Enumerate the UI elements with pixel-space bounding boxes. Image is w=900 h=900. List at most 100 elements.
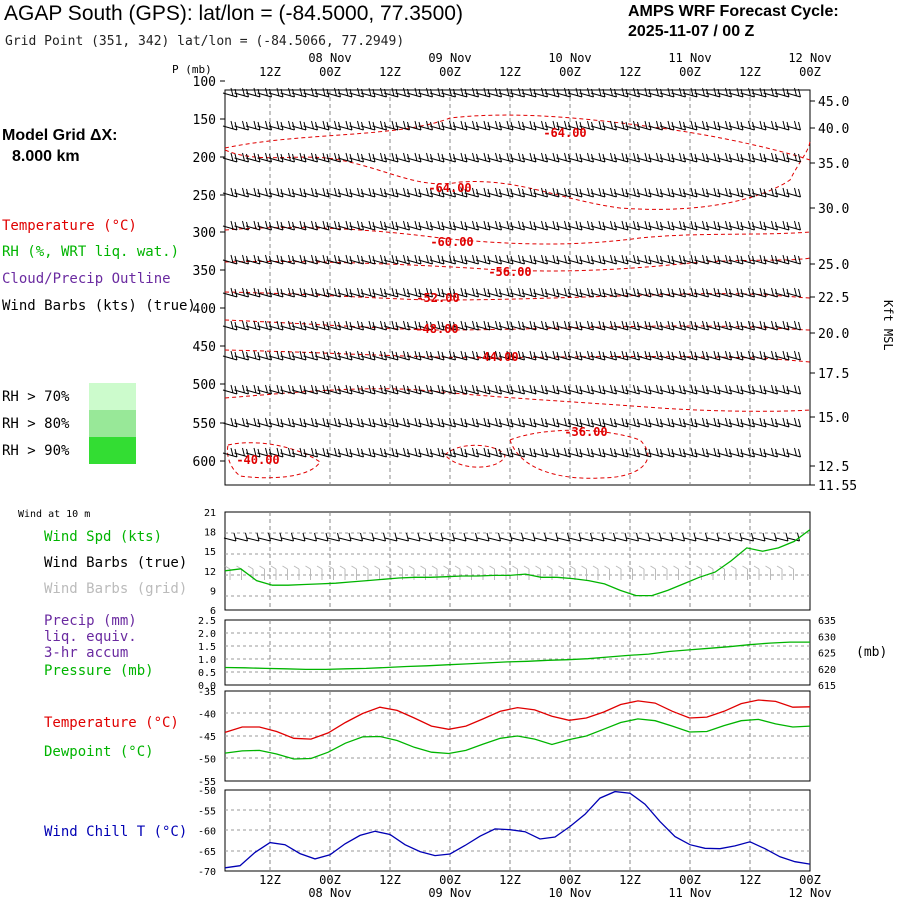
wind10-barb-true-541 [534, 532, 547, 542]
top-hour-label-0: 12Z [259, 65, 281, 79]
wind10-barb-grid-518 [512, 565, 518, 580]
pressure-tick-500: 500 [193, 378, 216, 393]
wind10m-label: Wind at 10 m [18, 509, 91, 520]
wind10-barb-true-598 [591, 532, 605, 542]
top-date-label-3: 11 Nov [668, 51, 711, 65]
temp-tick-3: -50 [198, 755, 216, 766]
wind10-barb-grid-702 [696, 565, 702, 580]
legend-rh90-swatch [89, 437, 136, 464]
wind10-barb-grid-541 [535, 565, 541, 580]
wind10-barb-true-552 [545, 532, 559, 542]
precip-label-2: liq. equiv. [44, 629, 137, 645]
pressure-tick-0: 635 [818, 616, 836, 627]
wind10-barb-grid-644 [638, 565, 645, 580]
wind10-barb-true-483 [476, 532, 490, 542]
wind-speed-tick-2: 15 [204, 547, 216, 558]
wind10-barb-grid-679 [673, 565, 679, 580]
wind10-barb-grid-552 [546, 565, 553, 580]
contour-label-5: -48.00 [415, 322, 458, 336]
legend-rh80-swatch [89, 410, 136, 437]
wind10-barb-true-345 [338, 532, 352, 542]
grid-point-subtitle: Grid Point (351, 342) lat/lon = (-84.506… [5, 34, 405, 49]
top-hour-label-2: 12Z [379, 65, 401, 79]
wind10-barb-grid-357 [351, 565, 357, 580]
wind10-barb-true-725 [718, 532, 731, 542]
wind-barb-r9-794 [786, 384, 801, 395]
height-tick-6: 20.0 [818, 327, 849, 342]
temp-tick-2: -45 [198, 732, 216, 743]
wind-barb-r0-794 [786, 87, 801, 98]
wind10-barb-true-529 [522, 532, 536, 542]
top-hour-label-8: 12Z [739, 65, 761, 79]
wind10-barb-true-334 [327, 532, 340, 542]
legend-wind-barbs: Wind Barbs (kts) (true) [2, 298, 196, 314]
wind10-barb-grid-667 [661, 565, 668, 580]
height-tick-2: 35.0 [818, 157, 849, 172]
top-date-label-0: 08 Nov [308, 51, 351, 65]
wind-barb-r7-794 [786, 320, 801, 331]
temp-tick-0: -35 [198, 687, 216, 698]
precip-tick-4: 0.5 [198, 668, 216, 679]
bottom-date-label-0: 08 Nov [308, 886, 351, 900]
height-tick-5: 22.5 [818, 291, 849, 306]
pressure-axis-title: P (mb) [172, 63, 212, 76]
wind10-barb-true-288 [281, 532, 294, 542]
precip-tick-5: 0.0 [198, 681, 216, 692]
wind10-barb-grid-759 [753, 565, 760, 580]
wind-speed-tick-4: 9 [210, 586, 216, 597]
wind10-barb-true-633 [626, 532, 639, 542]
wind10-barb-true-610 [603, 532, 616, 542]
wind-speed-tick-1: 18 [204, 528, 216, 539]
wind10-barb-grid-299 [293, 565, 300, 580]
wind10-barb-true-759 [752, 532, 766, 542]
contour-label-1: -64.00 [428, 181, 471, 195]
wind10-barb-grid-529 [523, 565, 530, 580]
bottom-hour-label-9: 00Z [799, 873, 821, 887]
wind10-barb-true-794 [787, 532, 800, 542]
chart-title: AGAP South (GPS): lat/lon = (-84.5000, 7… [4, 2, 463, 25]
temp-contour-5 [224, 319, 811, 331]
contour-label-6: -44.00 [475, 350, 518, 364]
wind-speed-line [224, 529, 811, 597]
pressure-tick-350: 350 [193, 264, 216, 279]
wind10-barb-grid-288 [282, 565, 288, 580]
temp-contour-3 [224, 257, 811, 272]
temperature-line [224, 699, 811, 740]
legend-rh70-swatch [89, 383, 136, 410]
top-hour-label-4: 12Z [499, 65, 521, 79]
wind10-barb-true-437 [430, 532, 444, 542]
wind10-barb-true-265 [258, 532, 271, 542]
wind10-barb-true-380 [373, 532, 386, 542]
precip-tick-3: 1.0 [198, 655, 216, 666]
wind10-barb-true-460 [453, 532, 467, 542]
wind10-barb-grid-460 [454, 565, 461, 580]
wind-barb-r1-794 [786, 120, 801, 131]
windchill-tick-3: -65 [198, 847, 216, 858]
wind10-barb-grid-276 [270, 565, 277, 580]
pressure-tick-550: 550 [193, 417, 216, 432]
windchill-tick-1: -55 [198, 806, 216, 817]
height-tick-7: 17.5 [818, 367, 849, 382]
wind-barb-r5-794 [786, 254, 801, 265]
height-axis-label: Kft MSL [881, 300, 895, 351]
wind10-barb-true-414 [407, 532, 421, 542]
contour-label-8: -40.00 [236, 453, 279, 467]
wind10-barb-grid-587 [581, 565, 587, 580]
precip-label: Precip (mm) [44, 613, 137, 629]
wind-barbs-grid-label: Wind Barbs (grid) [44, 581, 188, 597]
windchill-tick-2: -60 [198, 827, 216, 838]
pressure-tick-400: 400 [193, 302, 216, 317]
wind10-barb-true-311 [304, 532, 317, 542]
bottom-hour-label-5: 00Z [559, 873, 581, 887]
wind10-barb-grid-322 [316, 565, 323, 580]
pressure-tick-250: 250 [193, 189, 216, 204]
main-panel-frame [224, 89, 811, 486]
temp-contour-0 [224, 114, 811, 161]
wind10-barb-grid-633 [627, 565, 633, 580]
legend-rh70-label: RH > 70% [2, 389, 70, 405]
wind10-barb-true-621 [614, 532, 628, 542]
wind10-barb-true-771 [764, 532, 777, 542]
pressure-tick-450: 450 [193, 340, 216, 355]
temperature-label: Temperature (°C) [44, 715, 179, 731]
temp-contour-8 [509, 429, 649, 479]
